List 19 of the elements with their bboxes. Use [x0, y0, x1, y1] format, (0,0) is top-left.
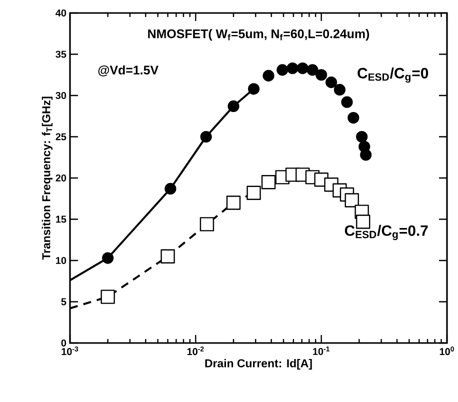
y-axis-title: Transition Frequency: f$_{T}$[GHz] [42, 96, 53, 260]
y-tick-label: 35 [56, 50, 66, 58]
y-tick-label: 20 [56, 174, 66, 182]
series-label: C$_{ESD}$/C$_{g}$=0.7 [344, 224, 428, 240]
y-tick-label: 15 [56, 216, 66, 223]
x-tick-label: 10$^{0}$ [440, 346, 454, 356]
x-tick-label: 10$^{-3}$ [62, 346, 78, 356]
legend-label: C$_{ESD}$/C$_{g}$=0 [358, 67, 428, 83]
y-tick-label: 10 [56, 256, 66, 264]
annotation: NMOSFET( W$_{f}$=5um, N$_{f}$=60,L=0.24um) [148, 29, 370, 41]
y-tick-label: 30 [56, 92, 66, 100]
x-tick-label: 10$^{-1}$ [313, 346, 330, 356]
y-tick-label: 0 [61, 339, 66, 347]
annotation: @Vd=1.5V [98, 65, 158, 76]
y-tick-label: 5 [61, 298, 66, 306]
y-tick-label: 25 [56, 133, 66, 140]
x-tick-label: 10$^{-2}$ [187, 346, 204, 356]
y-tick-label: 40 [56, 9, 66, 17]
x-axis-title: Drain Current: Id[A] [205, 358, 312, 370]
